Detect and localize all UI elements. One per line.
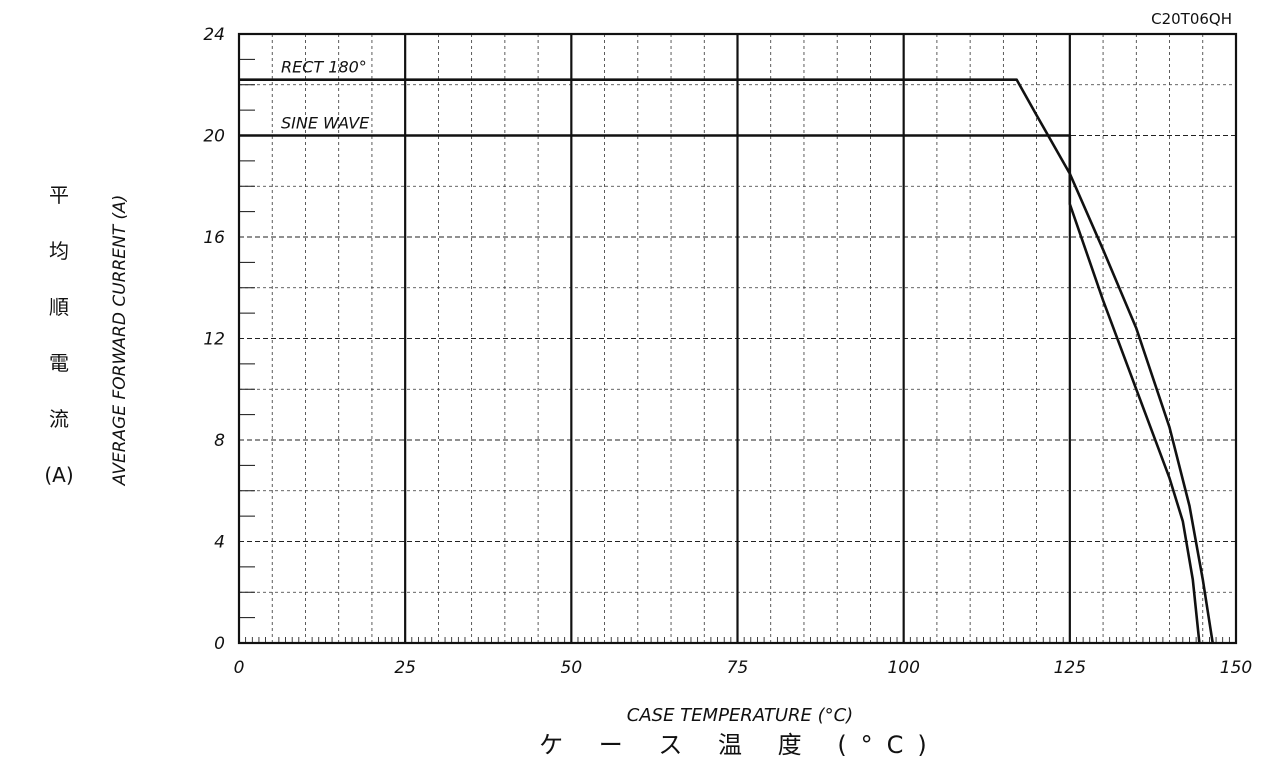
x-tick-label: 100 [887,658,919,678]
y-tick-label: 8 [214,431,225,451]
y-tick-label: 4 [214,533,225,553]
x-tick-label: 125 [1054,658,1086,678]
y-axis-label-ja-char: 均 [49,239,69,263]
y-axis-label-ja-char: (A) [44,463,73,487]
x-tick-label: 25 [394,658,416,678]
y-axis-label-ja-char: 順 [49,295,69,319]
major-grid [239,34,1236,643]
series-line-2 [239,134,1201,644]
series-line-1 [239,78,1214,644]
y-axis-label: AVERAGE FORWARD CURRENT (A) [110,195,130,487]
series-layer: RECT 180° SINE WAVE [239,58,1214,644]
tick-labels: 0 25 50 75 100 125 150 0 4 8 12 16 20 24 [203,25,1252,678]
x-axis-label-ja: ケ ー ス 温 度 (°C) [539,731,941,759]
y-tick-label: 24 [203,25,225,45]
axis-ticks [239,58,1230,643]
plot-frame [237,32,1238,645]
y-tick-label: 16 [203,228,225,248]
x-axis-label: CASE TEMPERATURE (°C) [627,705,853,726]
x-tick-label: 75 [727,658,749,678]
y-axis-label-ja-char: 流 [49,407,69,431]
y-axis-label-ja-char: 電 [49,351,69,375]
y-axis-label-ja-char: 平 [49,183,69,207]
series-label-1: RECT 180° [281,58,367,77]
x-tick-label: 150 [1220,658,1252,678]
x-tick-label: 50 [561,658,583,678]
y-tick-label: 20 [203,127,225,147]
x-tick-label: 0 [234,658,245,678]
series-label-2: SINE WAVE [281,114,370,133]
y-tick-label: 0 [214,634,225,654]
part-number: C20T06QH [1151,10,1232,28]
y-tick-label: 12 [203,330,225,350]
